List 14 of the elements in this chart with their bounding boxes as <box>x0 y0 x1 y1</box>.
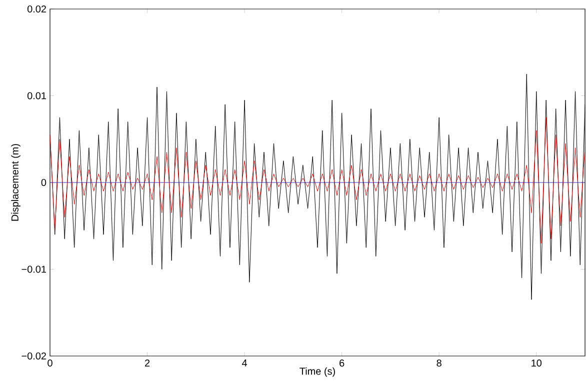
y-tick-label: 0.01 <box>27 92 46 100</box>
x-tick-label: 8 <box>436 360 442 367</box>
y-axis-title: Displacement (m) <box>11 144 20 221</box>
y-tick-label: 0.02 <box>27 5 46 13</box>
x-tick-label: 0 <box>48 360 52 367</box>
x-axis-title: Time (s) <box>300 367 335 377</box>
y-tick-label: 0 <box>41 178 46 186</box>
y-tick-label: −0.02 <box>22 352 46 360</box>
y-tick-label: −0.01 <box>22 266 46 273</box>
x-tick-label: 10 <box>532 360 542 367</box>
x-tick-label: 4 <box>242 360 248 366</box>
line-series <box>50 117 586 244</box>
x-tick-label: 6 <box>340 360 344 367</box>
x-tick-label: 2 <box>145 360 150 366</box>
